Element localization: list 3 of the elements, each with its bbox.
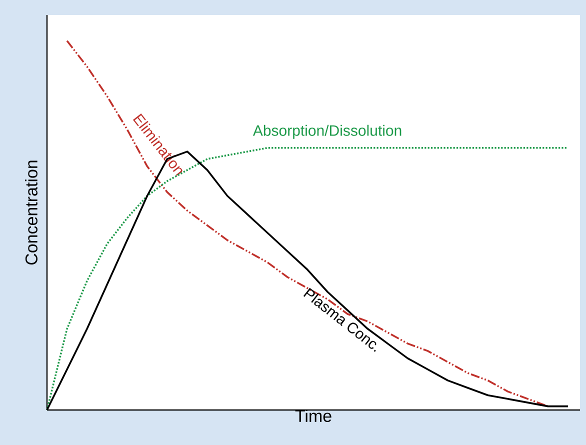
y-axis-title: Concentration	[25, 160, 38, 265]
series-label: Absorption/Dissolution	[252, 124, 402, 139]
x-axis-title: Time	[295, 410, 332, 422]
